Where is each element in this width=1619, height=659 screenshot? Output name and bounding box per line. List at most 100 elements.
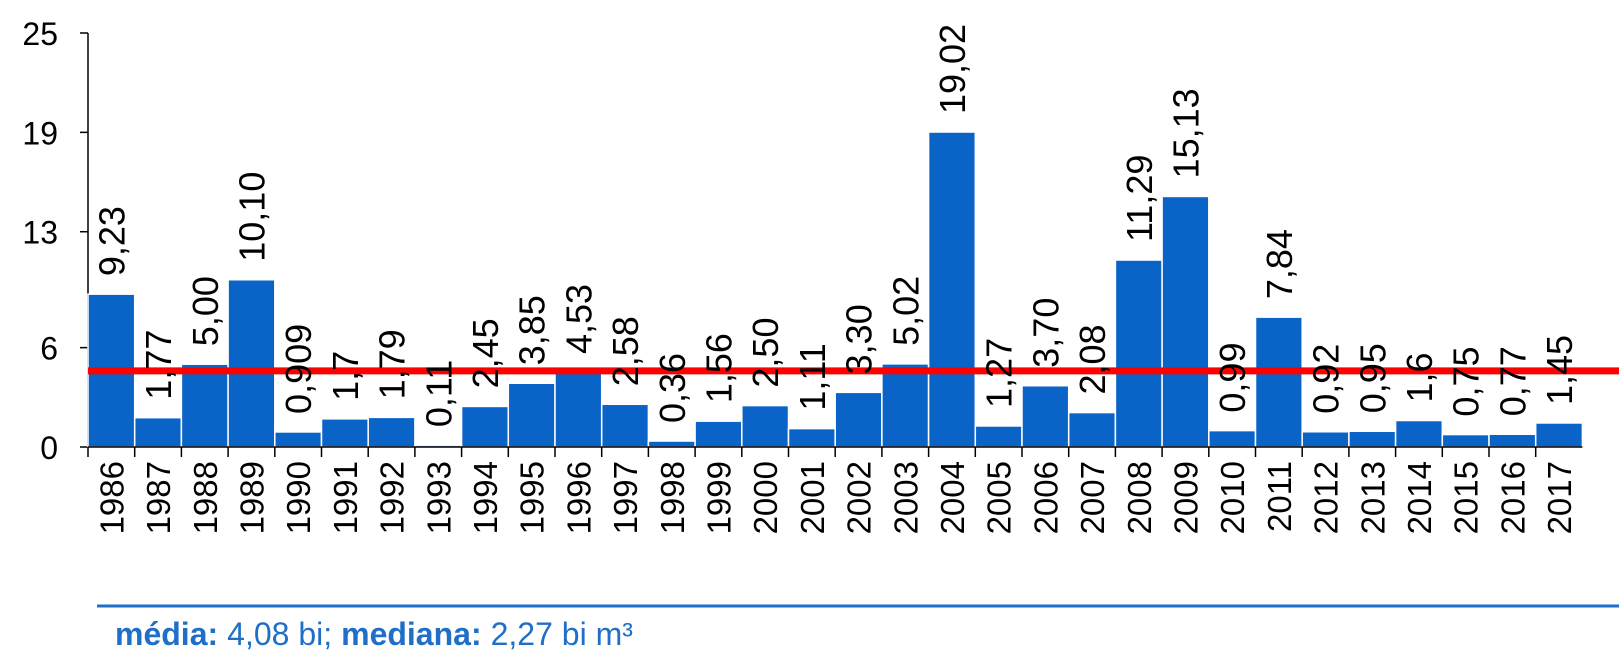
bar: [133, 416, 183, 448]
x-tick-label: 2006: [1027, 461, 1064, 534]
x-tick-label: 2007: [1074, 461, 1111, 534]
bar: [227, 278, 276, 448]
y-tick-label: 25: [22, 16, 58, 52]
bar: [1301, 431, 1350, 448]
bar: [320, 418, 369, 448]
x-tick-label: 2008: [1121, 461, 1158, 534]
caption: média: 4,08 bi; mediana: 2,27 bi m³: [115, 616, 633, 652]
value-label: 0,11: [418, 360, 459, 427]
x-tick-label: 2001: [794, 461, 831, 534]
value-label: 0,95: [1352, 343, 1393, 413]
value-label: 9,23: [91, 206, 132, 276]
x-tick-label: 2012: [1308, 461, 1345, 534]
bar: [180, 363, 229, 448]
bar: [881, 363, 930, 448]
x-tick-label: 2003: [887, 461, 924, 534]
value-label: 1,45: [1539, 335, 1580, 405]
value-label: 1,7: [325, 351, 366, 401]
bar: [274, 431, 323, 448]
bar: [1067, 411, 1117, 448]
bar: [1394, 419, 1444, 448]
value-label: 3,30: [839, 304, 880, 374]
value-label: 3,70: [1025, 298, 1066, 368]
x-tick-label: 2000: [747, 461, 784, 534]
x-tick-label: 2004: [934, 461, 971, 534]
x-tick-label: 1999: [700, 461, 737, 534]
x-tick-label: 2014: [1401, 461, 1438, 534]
x-tick-label: 1987: [140, 461, 177, 534]
x-tick-label: 2002: [841, 461, 878, 534]
value-label: 0,77: [1492, 346, 1533, 416]
bar: [834, 391, 883, 448]
value-label: 3,85: [512, 295, 553, 365]
bar: [741, 404, 790, 448]
bar: [1114, 259, 1163, 448]
bar: [647, 440, 696, 448]
x-tick-label: 1997: [607, 461, 644, 534]
value-label: 2,50: [745, 318, 786, 388]
caption-part: 4,08 bi;: [227, 616, 332, 652]
x-tick-label: 1988: [187, 461, 224, 534]
x-tick-label: 2009: [1167, 461, 1204, 534]
value-label: 1,79: [372, 329, 413, 399]
value-label: 1,77: [138, 330, 179, 400]
bar: [1441, 433, 1490, 448]
x-tick-label: 1989: [233, 461, 270, 534]
value-label: 0,92: [1306, 344, 1347, 414]
caption-part: mediana:: [341, 616, 481, 652]
x-tick-label: 1991: [327, 461, 364, 534]
bar: [974, 425, 1023, 448]
x-tick-label: 2017: [1541, 461, 1578, 534]
value-label: 5,00: [185, 276, 226, 346]
bar: [1534, 422, 1584, 448]
x-tick-label: 2013: [1354, 461, 1391, 534]
bar: [1488, 433, 1537, 448]
x-tick-label: 1994: [467, 461, 504, 534]
x-tick-label: 1998: [654, 461, 691, 534]
y-tick-label: 0: [40, 430, 58, 466]
bar: [600, 403, 650, 448]
bar: [927, 131, 977, 448]
value-label: 2,58: [605, 316, 646, 386]
x-tick-label: 2015: [1448, 461, 1485, 534]
value-label: 1,27: [979, 338, 1020, 408]
bar: [1348, 430, 1397, 448]
y-tick-label: 13: [22, 215, 58, 251]
bar: [1161, 195, 1210, 448]
value-label: 7,84: [1259, 229, 1300, 299]
x-tick-label: 1986: [93, 461, 130, 534]
x-tick-label: 1992: [374, 461, 411, 534]
bar: [367, 416, 416, 448]
y-tick-label: 6: [40, 331, 58, 367]
value-label: 19,02: [932, 24, 973, 114]
value-label: 10,10: [231, 172, 272, 262]
x-tick-label: 2010: [1214, 461, 1251, 534]
value-label: 15,13: [1165, 88, 1206, 178]
x-tick-label: 1990: [280, 461, 317, 534]
value-label: 11,29: [1119, 155, 1160, 242]
x-tick-label: 2011: [1261, 461, 1298, 532]
bar: [1021, 384, 1070, 448]
bar: [1254, 316, 1303, 448]
value-label: 2,45: [465, 318, 506, 388]
bar: [460, 405, 510, 448]
y-tick-label: 19: [22, 115, 58, 151]
caption-part: média:: [115, 616, 218, 652]
bar: [787, 427, 836, 448]
value-label: 4,53: [558, 284, 599, 354]
bar: [1208, 429, 1257, 448]
value-label: 0,36: [652, 353, 693, 423]
value-label: 0,909: [278, 324, 319, 414]
value-label: 1,56: [698, 333, 739, 403]
value-label: 5,02: [885, 276, 926, 346]
x-tick-label: 2016: [1494, 461, 1531, 534]
bar: [554, 371, 603, 448]
value-label: 1,6: [1399, 352, 1440, 402]
value-label: 2,08: [1072, 324, 1113, 394]
bar: [694, 420, 743, 448]
value-label: 0,75: [1446, 347, 1487, 417]
caption-part: 2,27 bi m³: [491, 616, 634, 652]
x-tick-label: 1996: [560, 461, 597, 534]
x-tick-label: 1993: [420, 461, 457, 534]
